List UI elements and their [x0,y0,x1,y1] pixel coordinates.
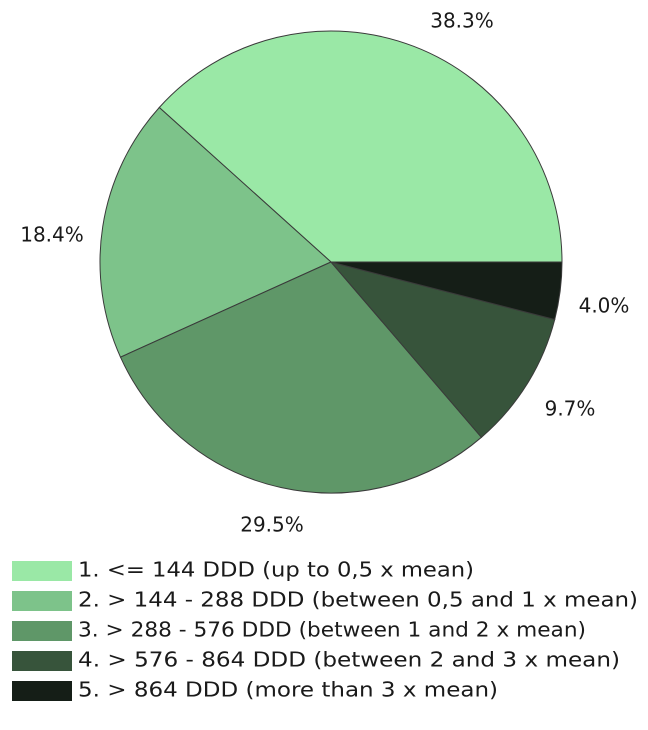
legend: 1. <= 144 DDD (up to 0,5 x mean) 2. > 144… [12,558,638,702]
pie-slice-3 [119,261,483,494]
legend-label-5: 5. > 864 DDD (more than 3 x mean) [78,678,498,702]
pie-slices [99,30,563,494]
legend-swatch-2 [12,591,72,611]
pie-slice-2 [99,106,332,358]
legend-label-1: 1. <= 144 DDD (up to 0,5 x mean) [78,558,474,582]
pie-slice-labels: 38.3% 18.4% 29.5% 9.7% 4.0% [20,9,629,537]
legend-swatch-3 [12,621,72,641]
pie-slice-1 [158,30,563,263]
slice-label-4: 9.7% [545,397,596,421]
legend-label-3: 3. > 288 - 576 DDD (between 1 and 2 x me… [78,618,586,642]
pie-slice-5 [330,261,563,321]
legend-label-4: 4. > 576 - 864 DDD (between 2 and 3 x me… [78,648,620,672]
legend-swatch-4 [12,651,72,671]
legend-label-2: 2. > 144 - 288 DDD (between 0,5 and 1 x … [78,588,638,612]
legend-swatch-5 [12,681,72,701]
legend-swatch-1 [12,561,72,581]
pie-slice-4 [329,261,556,439]
slice-label-2: 18.4% [20,223,84,247]
slice-label-3: 29.5% [240,513,304,537]
slice-label-1: 38.3% [430,9,494,33]
slice-label-5: 4.0% [579,294,630,318]
